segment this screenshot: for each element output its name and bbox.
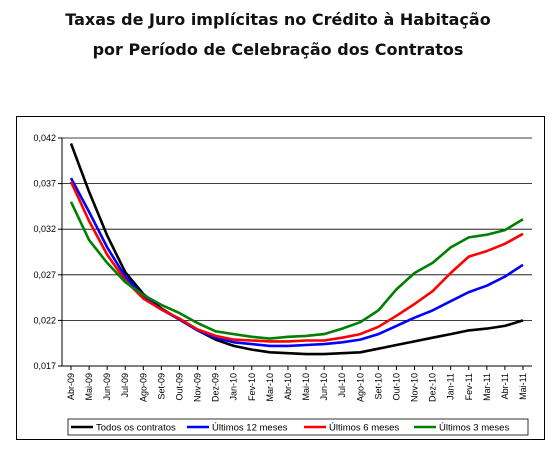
- x-tick-label: Ago-09: [138, 373, 148, 402]
- x-tick-label: Jun-09: [102, 373, 112, 401]
- x-tick-label: Mai-10: [301, 373, 311, 401]
- x-tick-label: Mai-11: [518, 373, 528, 400]
- x-tick-label: Abr-11: [500, 373, 510, 399]
- x-tick-label: Mai-09: [84, 373, 94, 401]
- x-tick-label: Jul-10: [337, 373, 347, 398]
- x-tick-label: Abr-09: [66, 373, 76, 400]
- series-line-2: [69, 177, 524, 348]
- y-tick-label: 0,032: [33, 224, 56, 234]
- x-tick-label: Fev-10: [247, 373, 257, 401]
- legend-label: Últimos 3 meses: [439, 423, 509, 434]
- y-tick-label: 0,042: [33, 133, 56, 143]
- legend-box: [67, 418, 529, 436]
- line-chart: 0,042 0,037 0,032 0,027 0,022 0,017 Abr-09 Mai-…: [33, 133, 532, 436]
- x-tick-label: Set-10: [373, 373, 383, 400]
- x-tick-label: Out-10: [391, 373, 401, 401]
- x-tick-label: Mar-10: [265, 373, 275, 402]
- x-tick-label: Out-09: [174, 373, 184, 401]
- legend-label: Últimos 12 meses: [212, 423, 288, 434]
- chart-title: Taxas de Juro implícitas no Crédito à Ha…: [65, 10, 491, 29]
- x-tick-label: Jan-11: [446, 373, 456, 400]
- x-tick-label: Jul-09: [120, 373, 130, 398]
- legend-label: Últimos 6 meses: [329, 423, 399, 434]
- y-tick-label: 0,037: [33, 179, 56, 189]
- y-tick-label: 0,017: [33, 361, 56, 371]
- x-tick-label: Ago-10: [355, 373, 365, 402]
- x-tick-label: Mar-11: [482, 373, 492, 401]
- chart-subtitle: por Período de Celebração dos Contratos: [92, 40, 464, 59]
- x-tick-label: Jun-10: [319, 373, 329, 401]
- y-tick-label: 0,027: [33, 270, 56, 280]
- series-line-3: [69, 181, 524, 343]
- legend-label: Todos os contratos: [96, 423, 176, 434]
- x-tick-label: Dez-10: [428, 373, 438, 402]
- series-line-1: [69, 143, 524, 356]
- y-tick-label: 0,022: [33, 315, 56, 325]
- x-tick-label: Nov-09: [193, 373, 203, 402]
- x-tick-label: Set-09: [156, 373, 166, 400]
- x-tick-label: Fev-11: [464, 373, 474, 400]
- x-tick-label: Jan-10: [229, 373, 239, 401]
- x-tick-label: Dez-09: [211, 373, 221, 402]
- x-tick-label: Abr-10: [283, 373, 293, 400]
- chart-frame: 0,042 0,037 0,032 0,027 0,022 0,017 Abr-09 Mai-…: [16, 116, 545, 440]
- x-tick-label: Nov-10: [410, 373, 420, 402]
- series-line-4: [69, 201, 524, 340]
